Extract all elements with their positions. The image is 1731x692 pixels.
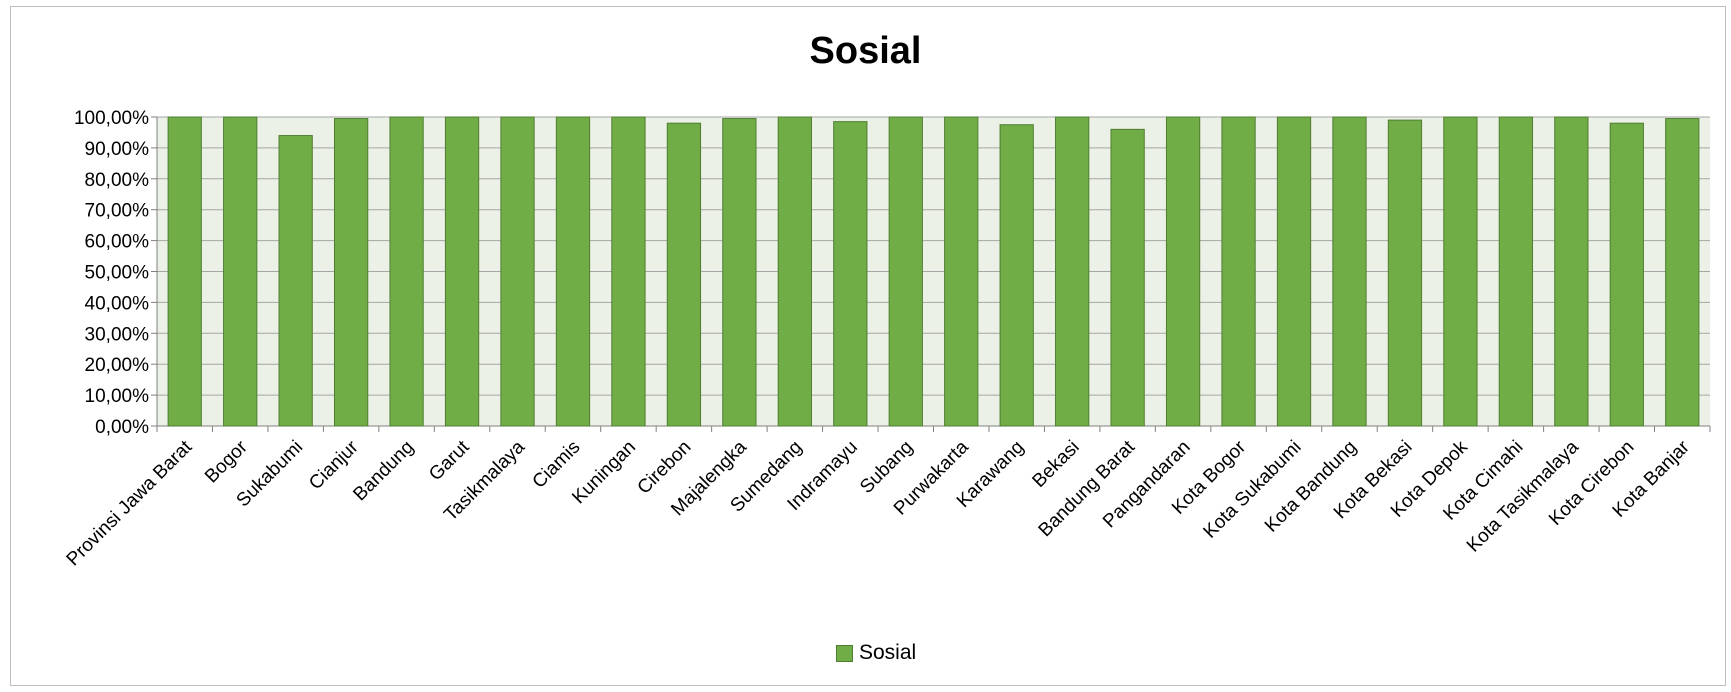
y-tick-label: 70,00% bbox=[85, 201, 150, 222]
y-tick-label: 80,00% bbox=[85, 170, 150, 191]
bar bbox=[224, 117, 257, 426]
bar bbox=[945, 117, 978, 426]
bar bbox=[279, 136, 312, 426]
x-tick-label: Kota Sukabumi bbox=[1200, 437, 1306, 543]
bar bbox=[556, 117, 589, 426]
legend-swatch bbox=[836, 645, 853, 662]
bar bbox=[1666, 119, 1699, 426]
x-tick-label: Garut bbox=[425, 436, 474, 485]
bar bbox=[1444, 117, 1477, 426]
y-tick-label: 40,00% bbox=[85, 293, 150, 314]
bar bbox=[723, 119, 756, 426]
legend: Sosial bbox=[836, 641, 916, 665]
bar bbox=[445, 117, 478, 426]
y-tick-label: 20,00% bbox=[85, 355, 150, 376]
y-tick-label: 30,00% bbox=[85, 324, 150, 345]
bar bbox=[1056, 117, 1089, 426]
y-tick-label: 0,00% bbox=[95, 417, 149, 438]
bar bbox=[667, 123, 700, 426]
bar bbox=[1166, 117, 1199, 426]
x-tick-label: Provinsi Jawa Barat bbox=[63, 436, 197, 570]
bar bbox=[1333, 117, 1366, 426]
bar bbox=[1555, 117, 1588, 426]
y-tick-label: 90,00% bbox=[85, 139, 150, 160]
bar bbox=[1388, 120, 1421, 426]
x-tick-label: Ciamis bbox=[529, 437, 585, 493]
y-tick-label: 10,00% bbox=[85, 386, 150, 407]
bar bbox=[612, 117, 645, 426]
bar bbox=[168, 117, 201, 426]
bar bbox=[834, 122, 867, 426]
bar bbox=[390, 117, 423, 426]
y-tick-label: 50,00% bbox=[85, 263, 150, 284]
bar bbox=[889, 117, 922, 426]
x-tick-label: Bogor bbox=[201, 436, 252, 487]
y-tick-label: 60,00% bbox=[85, 232, 150, 253]
bar bbox=[1111, 129, 1144, 426]
bar bbox=[1277, 117, 1310, 426]
bar bbox=[1610, 123, 1643, 426]
y-tick-label: 100,00% bbox=[74, 108, 149, 129]
bar bbox=[501, 117, 534, 426]
bar bbox=[334, 119, 367, 426]
legend-label: Sosial bbox=[859, 641, 916, 665]
x-tick-label: Bandung Barat bbox=[1035, 436, 1140, 541]
x-tick-label: Bekasi bbox=[1029, 437, 1084, 492]
bar bbox=[1499, 117, 1532, 426]
bar bbox=[1000, 125, 1033, 426]
bar bbox=[1222, 117, 1255, 426]
x-tick-label: Bandung bbox=[349, 437, 418, 506]
bar bbox=[778, 117, 811, 426]
